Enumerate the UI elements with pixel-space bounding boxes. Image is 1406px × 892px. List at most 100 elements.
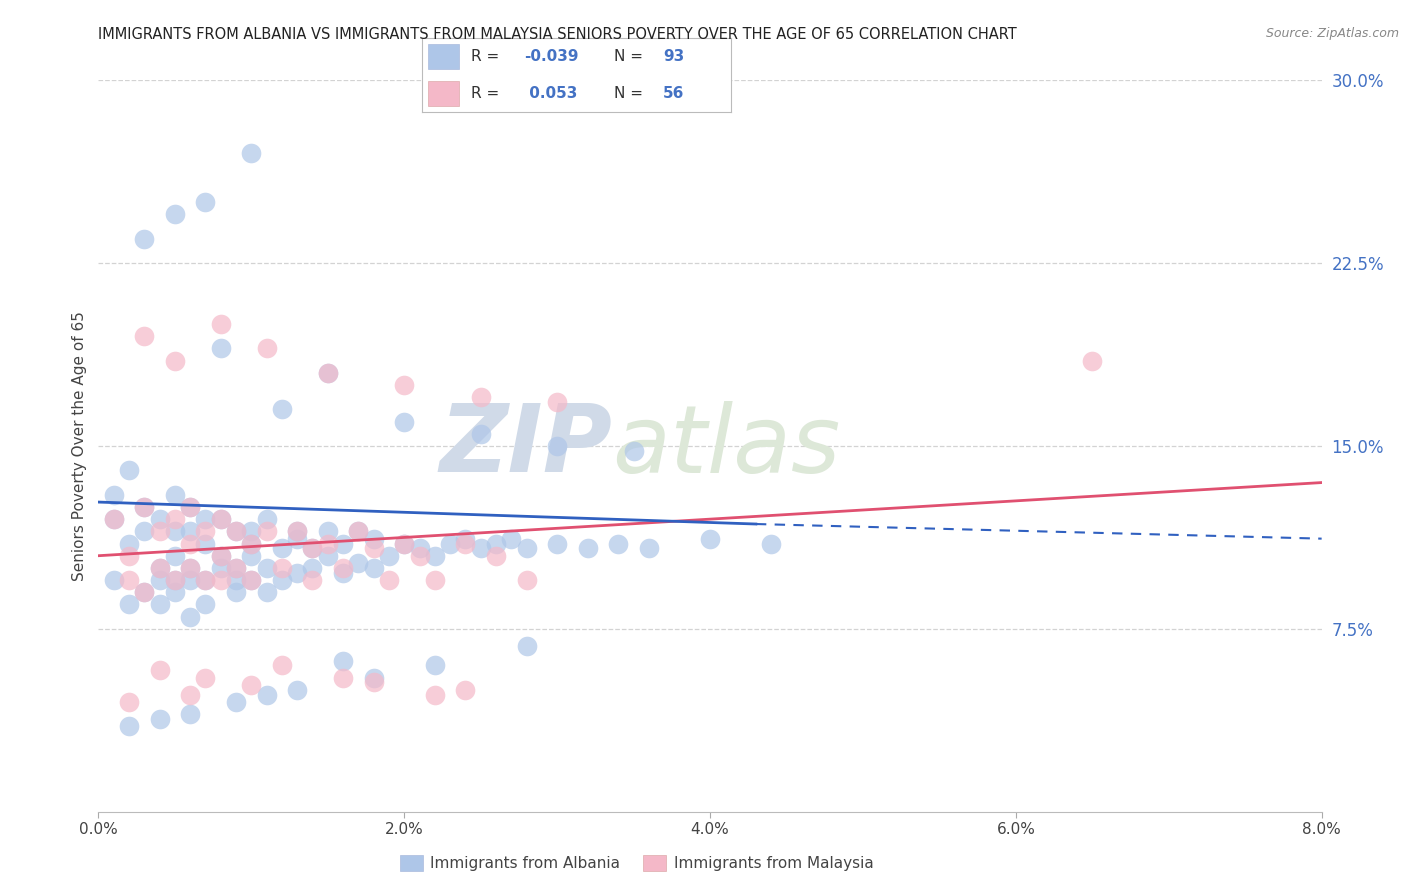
Text: -0.039: -0.039 bbox=[524, 49, 578, 64]
Point bbox=[209, 549, 232, 563]
Point bbox=[194, 536, 217, 550]
Point bbox=[225, 524, 247, 539]
Point bbox=[225, 524, 247, 539]
Point bbox=[225, 561, 247, 575]
Point bbox=[179, 688, 201, 702]
Point bbox=[118, 463, 141, 477]
Point bbox=[347, 524, 370, 539]
Point bbox=[118, 719, 141, 733]
Point bbox=[516, 541, 538, 556]
Point bbox=[149, 573, 172, 587]
Point bbox=[118, 536, 141, 550]
Point bbox=[439, 536, 461, 550]
Point bbox=[637, 541, 661, 556]
Point bbox=[285, 532, 308, 546]
Point bbox=[378, 573, 401, 587]
Point bbox=[392, 536, 416, 550]
Point bbox=[347, 556, 370, 570]
Point bbox=[301, 541, 323, 556]
Point bbox=[103, 488, 125, 502]
Point bbox=[225, 585, 247, 599]
Point bbox=[316, 536, 339, 550]
Point bbox=[316, 366, 339, 380]
Point bbox=[134, 329, 156, 343]
Point bbox=[163, 549, 186, 563]
Point bbox=[423, 573, 446, 587]
Point bbox=[332, 566, 354, 580]
Point bbox=[363, 675, 385, 690]
Point bbox=[623, 443, 645, 458]
Text: ZIP: ZIP bbox=[439, 400, 612, 492]
Point bbox=[225, 561, 247, 575]
Point bbox=[134, 524, 156, 539]
Point bbox=[149, 663, 172, 677]
Point bbox=[363, 561, 385, 575]
Point bbox=[285, 682, 308, 697]
Text: Source: ZipAtlas.com: Source: ZipAtlas.com bbox=[1265, 27, 1399, 40]
Text: 93: 93 bbox=[664, 49, 685, 64]
Point bbox=[179, 573, 201, 587]
Point bbox=[194, 573, 217, 587]
Point bbox=[316, 366, 339, 380]
Point bbox=[179, 500, 201, 514]
Point bbox=[256, 688, 278, 702]
Point bbox=[256, 342, 278, 356]
Point bbox=[240, 549, 263, 563]
Point bbox=[392, 415, 416, 429]
Point bbox=[363, 671, 385, 685]
Text: atlas: atlas bbox=[612, 401, 841, 491]
Point bbox=[270, 561, 294, 575]
Point bbox=[209, 512, 232, 526]
Point bbox=[118, 695, 141, 709]
Point bbox=[209, 512, 232, 526]
Text: R =: R = bbox=[471, 86, 505, 101]
Point bbox=[118, 598, 141, 612]
Point bbox=[225, 695, 247, 709]
Point bbox=[163, 488, 186, 502]
FancyBboxPatch shape bbox=[427, 81, 458, 105]
Point bbox=[285, 524, 308, 539]
Point bbox=[240, 536, 263, 550]
Point bbox=[194, 195, 217, 210]
Text: R =: R = bbox=[471, 49, 505, 64]
Point bbox=[546, 536, 568, 550]
Point bbox=[576, 541, 599, 556]
Point bbox=[301, 573, 323, 587]
Point bbox=[194, 524, 217, 539]
Point bbox=[301, 541, 323, 556]
Point bbox=[240, 524, 263, 539]
Point bbox=[240, 678, 263, 692]
Point bbox=[454, 536, 477, 550]
Point bbox=[485, 536, 508, 550]
Legend: Immigrants from Albania, Immigrants from Malaysia: Immigrants from Albania, Immigrants from… bbox=[394, 849, 880, 877]
Point bbox=[270, 541, 294, 556]
Point bbox=[470, 390, 492, 404]
Point bbox=[285, 524, 308, 539]
Point bbox=[408, 541, 430, 556]
Text: 0.053: 0.053 bbox=[524, 86, 578, 101]
Point bbox=[759, 536, 782, 550]
Y-axis label: Seniors Poverty Over the Age of 65: Seniors Poverty Over the Age of 65 bbox=[72, 311, 87, 581]
Point bbox=[163, 207, 186, 221]
Point bbox=[179, 524, 201, 539]
Point bbox=[134, 500, 156, 514]
Point bbox=[209, 342, 232, 356]
Point bbox=[363, 532, 385, 546]
Point bbox=[240, 573, 263, 587]
Point bbox=[179, 707, 201, 722]
Point bbox=[209, 561, 232, 575]
Point bbox=[209, 573, 232, 587]
Text: N =: N = bbox=[613, 49, 647, 64]
Point bbox=[163, 585, 186, 599]
Point bbox=[316, 524, 339, 539]
Point bbox=[194, 598, 217, 612]
Point bbox=[209, 317, 232, 331]
Point bbox=[285, 566, 308, 580]
Point bbox=[163, 524, 186, 539]
Point bbox=[134, 585, 156, 599]
Point bbox=[607, 536, 630, 550]
Point bbox=[408, 549, 430, 563]
Point bbox=[316, 549, 339, 563]
Point bbox=[392, 536, 416, 550]
Point bbox=[149, 712, 172, 726]
